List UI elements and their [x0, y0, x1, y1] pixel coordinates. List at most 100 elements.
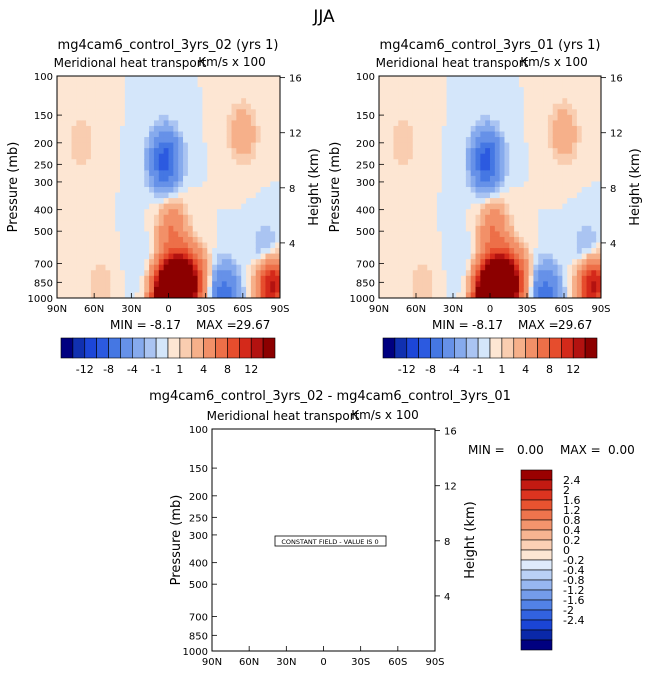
panel-a-cell [144, 103, 150, 110]
panel-a-cell [250, 137, 257, 144]
constant-field-label: CONSTANT FIELD - VALUE IS 0 [281, 538, 378, 546]
panel-b-cell [499, 142, 506, 149]
panel-a-cell [197, 137, 204, 144]
panel-a-cell [207, 225, 213, 232]
panel-b-cell [528, 281, 535, 288]
panel-b-cell [470, 253, 477, 260]
panel-b-cell [383, 231, 390, 238]
panel-b-cell [407, 259, 414, 266]
panel-a-cell [260, 253, 267, 260]
panel-b-cell [427, 242, 433, 249]
panel-b-cell [407, 214, 414, 221]
panel-a-cell [100, 270, 107, 277]
panel-b-cell [422, 214, 428, 221]
panel-a-cell [226, 159, 233, 166]
panel-a-cell [57, 98, 63, 105]
panel-b-cell [552, 242, 559, 249]
panel-a-cell [61, 114, 68, 121]
panel-b-cell [456, 137, 462, 144]
panel-b-cell [417, 214, 424, 221]
panel-b-cell [572, 198, 578, 205]
panel-b-cell [504, 198, 510, 205]
panel-a-cell [275, 192, 280, 199]
panel-b-cell [538, 209, 544, 216]
panel-a-cell [90, 214, 97, 221]
panel-a-cell [95, 125, 102, 133]
panel-b-cell [499, 181, 506, 188]
panel-b-cell [475, 98, 481, 105]
panel-a-cell [207, 231, 213, 238]
panel-a-cell [231, 120, 237, 127]
panel-b-cell [586, 225, 592, 232]
panel-a-cell [105, 103, 111, 110]
panel-b-cell [523, 125, 530, 133]
panel-a-cell [66, 281, 73, 288]
panel-b-cell [412, 259, 419, 266]
panel-a-colorbar-label: 4 [200, 363, 207, 376]
panel-a-cell [124, 120, 131, 127]
panel-a-cell [90, 81, 97, 88]
panel-b-cell [417, 236, 424, 244]
panel-a-cell [216, 76, 223, 83]
panel-b-cell [403, 198, 409, 205]
panel-a-cell [71, 148, 77, 155]
panel-a-cell [241, 109, 247, 116]
panel-a-cell [144, 214, 150, 221]
panel-a-cell [144, 248, 150, 255]
panel-b-cell [446, 242, 452, 249]
panel-b-cell [494, 259, 501, 266]
panel-b-cell [504, 81, 510, 88]
panel-a-cell [260, 286, 267, 294]
panel-a-cell [168, 131, 174, 138]
panel-a-cell [226, 114, 233, 121]
panel-a-cell [187, 214, 194, 221]
panel-a-cell [134, 253, 141, 260]
panel-b-cell [422, 253, 428, 260]
panel-a-cell [246, 103, 252, 110]
panel-b-cell [475, 175, 481, 183]
panel-b-cell [485, 242, 491, 249]
panel-a-cell [178, 164, 184, 171]
panel-a-cell [110, 203, 116, 210]
panel-b-cell [586, 142, 592, 149]
panel-a-cell [202, 292, 208, 298]
panel-a-cell [129, 142, 136, 149]
panel-b-cell [538, 236, 544, 244]
panel-a-cell [255, 225, 262, 232]
panel-b-cell [446, 137, 452, 144]
panel-b-cell [490, 214, 496, 221]
panel-a-cell [275, 248, 280, 255]
panel-b-cell [383, 253, 390, 260]
panel-a-cell [226, 242, 233, 249]
panel-a-cell [265, 81, 271, 88]
panel-b-cell [461, 187, 467, 194]
panel-b-cell [557, 87, 563, 94]
panel-a-cell [260, 81, 267, 88]
panel-a-cell [265, 236, 271, 244]
panel-a-cell [66, 114, 73, 121]
panel-a-cell [144, 275, 150, 282]
panel-b-cell [398, 87, 404, 94]
panel-b-cell [499, 103, 506, 110]
panel-a-cell [250, 248, 257, 255]
panel-a-cell [134, 114, 141, 121]
panel-a-cell [153, 164, 160, 171]
panel-b-x-tick-label: 30S [517, 304, 536, 315]
panel-b-cell [393, 120, 399, 127]
panel-b-cell [441, 203, 448, 210]
panel-b-cell [547, 103, 554, 110]
panel-a-cell [124, 175, 131, 183]
panel-b-cell [581, 214, 588, 221]
panel-a-cell [231, 159, 237, 166]
panel-a-cell [139, 220, 145, 227]
panel-a-cell [120, 275, 126, 282]
panel-b-cell [470, 292, 477, 298]
panel-a-cell [255, 109, 262, 116]
panel-b-cell [509, 159, 515, 166]
panel-a-cell [124, 137, 131, 144]
panel-b-cell [398, 270, 404, 277]
panel-b-cell [412, 148, 419, 155]
panel-a-cell [178, 137, 184, 144]
panel-b-cell [523, 103, 530, 110]
panel-b-cell [427, 125, 433, 133]
